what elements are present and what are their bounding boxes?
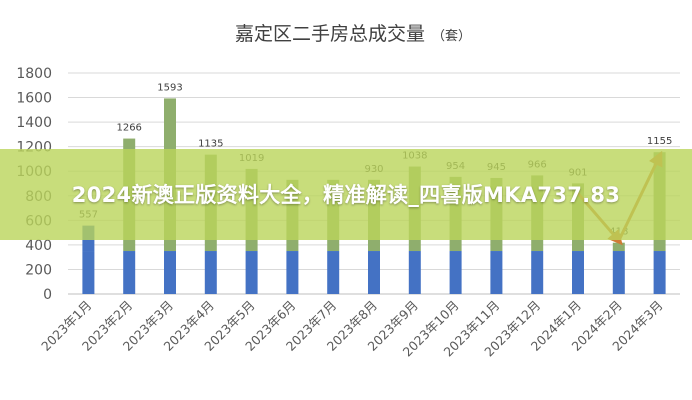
bar-lower-4 (245, 251, 258, 294)
bar-lower-7 (368, 251, 380, 294)
bar-lower-6 (327, 251, 340, 294)
y-tick-label: 200 (25, 262, 52, 278)
bar-lower-14 (653, 251, 666, 294)
data-label: 1266 (116, 123, 141, 134)
data-label: 1155 (647, 136, 672, 147)
overlay-banner: 2024新澳正版资料大全，精准解读_四喜版MKA737.83 (0, 149, 692, 240)
y-tick-label: 1400 (16, 115, 52, 131)
y-tick-label: 1600 (16, 91, 52, 107)
chart-title-unit: （套） (432, 28, 471, 44)
bar-upper-13 (612, 242, 625, 252)
bar-lower-9 (449, 251, 462, 294)
bar-lower-2 (164, 251, 176, 294)
bar-lower-3 (204, 251, 217, 294)
data-label: 1135 (198, 139, 223, 150)
data-label: 1593 (157, 82, 182, 93)
bar-lower-8 (408, 251, 421, 294)
y-tick-label: 0 (43, 287, 52, 303)
bar-lower-0 (82, 251, 95, 294)
bar-lower-13 (612, 251, 625, 294)
bar-lower-12 (572, 251, 584, 294)
bar-lower-10 (490, 251, 503, 294)
banner-text: 2024新澳正版资料大全，精准解读_四喜版MKA737.83 (71, 182, 621, 207)
y-tick-label: 1800 (16, 66, 52, 82)
bar-lower-5 (286, 251, 299, 294)
bar-lower-11 (531, 251, 544, 294)
chart-title: 嘉定区二手房总成交量 (235, 23, 425, 45)
y-tick-label: 400 (25, 238, 52, 254)
x-axis-ticks: 2023年1月2023年2月2023年3月2023年4月2023年5月2023年… (38, 298, 666, 360)
bar-lower-1 (123, 251, 136, 294)
